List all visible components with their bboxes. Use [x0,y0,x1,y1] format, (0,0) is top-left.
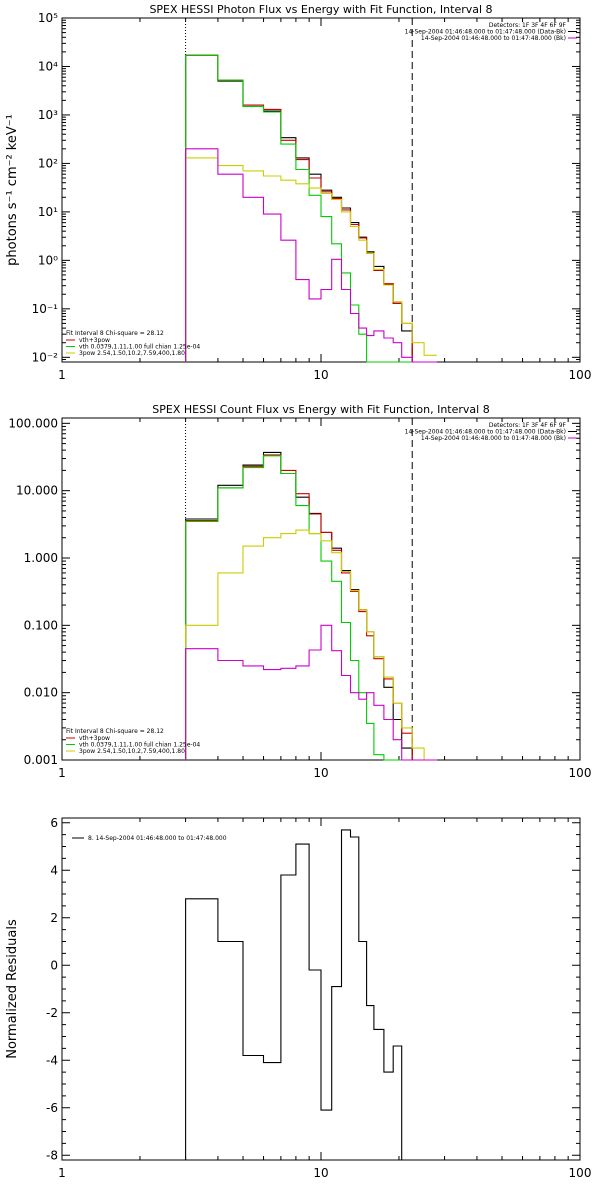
y-tick-label: -4 [46,1053,58,1067]
y-tick-label: 10⁴ [38,59,58,73]
y-tick-label: 10³ [38,108,58,122]
series-line-vth [185,455,437,761]
series-line-3pow [185,529,437,761]
series-line-3pow [185,157,437,362]
chart-title: SPEX HESSI Photon Flux vs Energy with Fi… [149,3,492,16]
y-tick-label: 10¹ [38,205,58,219]
y-tick-label: 0.001 [24,753,58,767]
detector-info-line: 14-Sep-2004 01:46:48.000 to 01:47:48.000… [421,435,566,442]
chart-panel-2: SPEX HESSI Count Flux vs Energy with Fit… [8,403,591,780]
legend-entry: vth 0.0379,1.11,1.00 full chian 1.25e-04 [79,344,200,351]
legend-entry: vth 0.0379,1.11,1.00 full chian 1.25e-04 [79,742,200,749]
y-tick-label: 10⁵ [38,11,58,25]
detector-info-line: Detectors: 1F 3F 4F 6F 9F [489,22,567,29]
chart-title: SPEX HESSI Count Flux vs Energy with Fit… [152,403,489,416]
series-line-bk [185,624,437,761]
chart-panel-3: 1 10 100 -8 -6 -4 -2 0 2 4 6 Normalized Residuals 8.… [5,816,591,1180]
legend-entry: 3pow 2.54,1.50,10.2,7.59,400,1.80 [79,350,185,357]
legend-entry: vth+3pow [79,735,110,742]
detector-info-line: 14-Sep-2004 01:46:48.000 to 01:47:48.000… [405,429,566,436]
x-tick-label: 100 [569,1166,592,1180]
y-tick-label: -2 [46,1006,58,1020]
x-tick-label: 1 [58,766,66,780]
y-tick-label: 0 [50,958,58,972]
y-tick-label: -8 [46,1148,58,1162]
series-line-data-bk [185,451,437,761]
y-axis-label: photons s⁻¹ cm⁻² keV⁻¹ [5,114,20,266]
detector-info-line: 14-Sep-2004 01:46:48.000 to 01:47:48.000… [421,35,566,42]
legend-entry: vth+3pow [79,337,110,344]
series-line-8 [185,829,413,1161]
y-tick-label: 10² [38,156,58,170]
series-line-vth+3pow [185,54,437,363]
chart-panel-1: SPEX HESSI Photon Flux vs Energy with Fi… [5,3,591,382]
series-line-bk [185,148,437,363]
legend-title: Fit Interval 8 Chi-square = 28.12 [66,728,164,735]
y-tick-label: 100.000 [8,416,58,430]
y-tick-label: 10.000 [16,484,58,498]
x-tick-label: 10 [313,368,328,382]
y-tick-label: 6 [50,816,58,830]
y-tick-label: 1.000 [24,551,58,565]
legend-title: Fit Interval 8 Chi-square = 28.12 [66,330,164,337]
legend-entry: 8. 14-Sep-2004 01:46:48.000 to 01:47:48.… [88,835,227,842]
detector-info-line: Detectors: 1F 3F 4F 6F 9F [489,422,567,429]
plot-frame [61,417,581,761]
y-tick-label: 0.100 [24,618,58,632]
y-tick-label: 10⁰ [38,253,58,267]
x-tick-label: 1 [58,1166,66,1180]
x-tick-label: 100 [569,766,592,780]
y-tick-label: 0.010 [24,686,58,700]
series-line-vth+3pow [185,454,437,761]
x-tick-label: 100 [569,368,592,382]
series-line-vth [185,54,437,363]
y-tick-label: 10⁻² [32,350,59,364]
series-line-data-bk [185,54,437,363]
y-tick-label: 4 [50,863,58,877]
y-tick-label: -6 [46,1101,58,1115]
detector-info-line: 14-Sep-2004 01:46:48.000 to 01:47:48.000… [405,29,566,36]
legend-entry: 3pow 2.54,1.50,10.2,7.59,400,1.80 [79,748,185,755]
y-tick-label: 2 [50,911,58,925]
x-tick-label: 10 [313,766,328,780]
x-tick-label: 10 [313,1166,328,1180]
y-axis-label: Normalized Residuals [5,919,20,1059]
x-tick-label: 1 [58,368,66,382]
y-tick-label: 10⁻¹ [32,302,59,316]
